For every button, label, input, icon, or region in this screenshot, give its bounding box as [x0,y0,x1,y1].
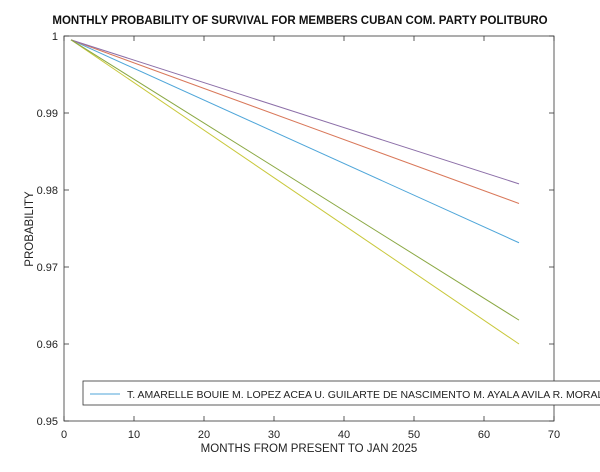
series-line-2 [70,39,520,204]
y-tick-label: 0.97 [37,262,58,274]
legend-box [82,380,600,406]
x-tick-label: 20 [198,429,210,441]
legend-entries-text: T. AMARELLE BOUIE M. LOPEZ ACEA U. GUILA… [127,389,600,401]
x-tick-label: 30 [268,429,280,441]
y-axis-ticks: 0.95 0.96 0.97 0.98 0.99 1 [37,31,554,428]
y-tick-label: 0.99 [37,108,58,120]
x-tick-label: 50 [408,429,420,441]
series-lines [70,39,520,345]
x-tick-label: 60 [478,429,490,441]
legend: T. AMARELLE BOUIE M. LOPEZ ACEA U. GUILA… [82,380,600,406]
series-line-4 [70,39,520,185]
x-tick-label: 40 [338,429,350,441]
x-tick-label: 0 [61,429,67,441]
y-tick-label: 0.95 [37,416,58,428]
x-axis-ticks: 0 10 20 30 40 50 60 70 [61,36,560,441]
y-tick-label: 0.96 [37,339,58,351]
plot-area: 0 10 20 30 40 50 60 70 0.95 0.96 0.97 0.98 0.99 1 [37,31,561,441]
x-tick-label: 70 [548,429,560,441]
x-axis-label: MONTHS FROM PRESENT TO JAN 2025 [201,443,418,455]
chart-title: MONTHLY PROBABILITY OF SURVIVAL FOR MEMB… [52,15,547,27]
plot-frame [63,35,555,422]
x-tick-label: 10 [128,429,140,441]
y-tick-label: 1 [52,31,58,43]
series-line-3 [70,39,520,345]
series-line-1 [70,39,520,244]
y-tick-label: 0.98 [37,185,58,197]
series-line-5 [70,39,520,321]
y-axis-label: PROBABILITY [24,191,36,267]
